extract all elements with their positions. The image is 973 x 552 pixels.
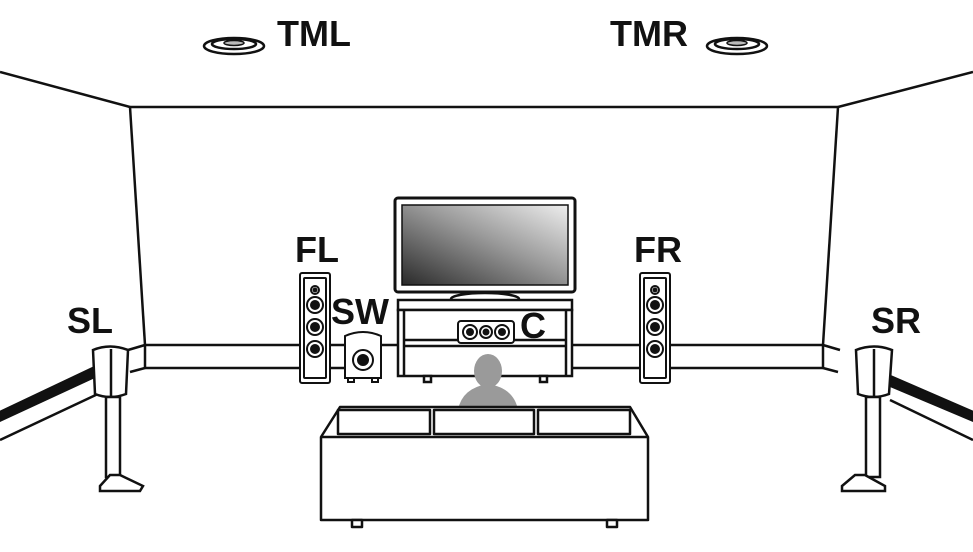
tv-icon (393, 196, 577, 307)
right-baseboard-shade (890, 376, 973, 422)
left-corner-line (128, 106, 147, 346)
left-baseboard-shade (0, 367, 95, 422)
listener-icon (458, 354, 518, 410)
ceiling-speaker-tmr-icon (705, 36, 769, 56)
front-right-speaker-icon (639, 272, 671, 384)
surround-left-speaker-icon (91, 345, 145, 493)
ceiling-right-edge (837, 70, 973, 109)
label-c: C (520, 305, 546, 346)
right-corner-line (821, 106, 840, 346)
speaker-labels: TML TMR FL FR SW C SL SR (67, 13, 921, 346)
ceiling-speaker-tml-icon (202, 36, 266, 56)
front-left-speaker-icon (299, 272, 331, 384)
label-sl: SL (67, 300, 113, 341)
label-fr: FR (634, 229, 682, 270)
label-tmr: TMR (610, 13, 688, 54)
label-fl: FL (295, 229, 339, 270)
label-sr: SR (871, 300, 921, 341)
center-speaker-icon (457, 320, 515, 344)
label-tml: TML (277, 13, 351, 54)
ceiling-left-edge (0, 70, 131, 109)
surround-right-speaker-icon (840, 345, 894, 493)
sofa-icon (319, 405, 650, 529)
subwoofer-icon (344, 331, 382, 383)
label-sw: SW (331, 291, 389, 332)
